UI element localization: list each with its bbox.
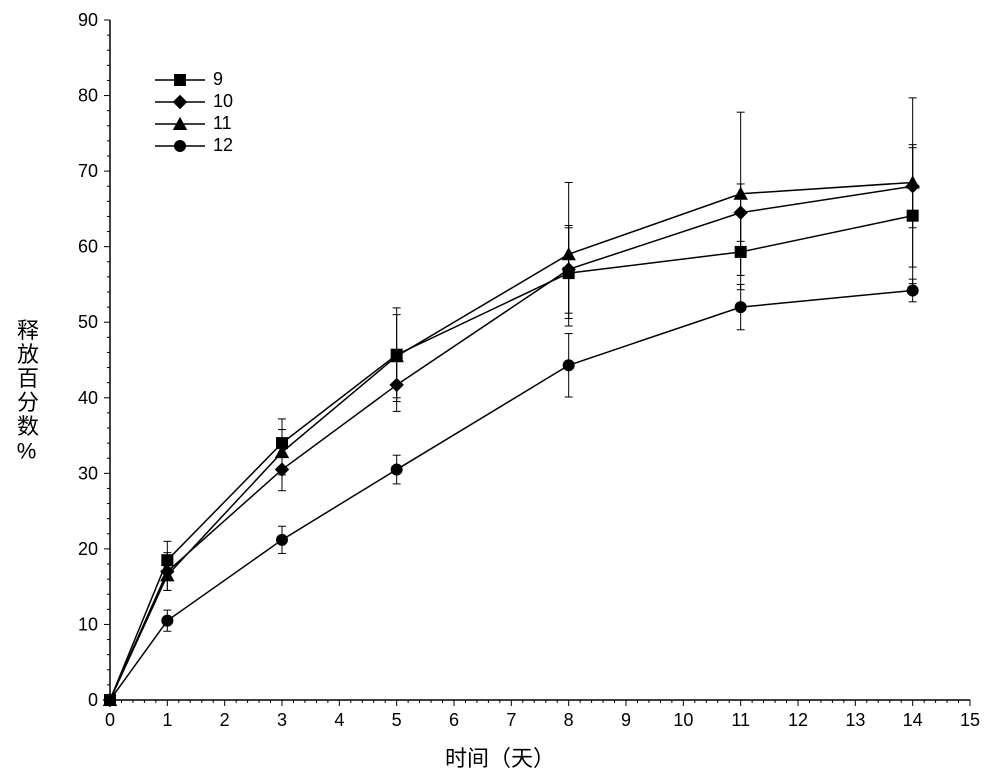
svg-text:9: 9 (621, 710, 631, 730)
svg-text:0: 0 (88, 690, 98, 710)
svg-text:0: 0 (105, 710, 115, 730)
svg-text:10: 10 (78, 614, 98, 634)
svg-text:4: 4 (334, 710, 344, 730)
svg-text:3: 3 (277, 710, 287, 730)
svg-text:14: 14 (903, 710, 923, 730)
svg-text:11: 11 (731, 710, 750, 730)
svg-text:60: 60 (78, 237, 98, 257)
chart-svg: 0123456789101112131415010203040506070809… (0, 0, 1000, 783)
svg-text:8: 8 (564, 710, 574, 730)
svg-text:10: 10 (213, 91, 233, 111)
svg-text:11: 11 (213, 113, 232, 133)
svg-text:12: 12 (213, 135, 233, 155)
svg-text:30: 30 (78, 463, 98, 483)
x-axis-label: 时间（天） (445, 741, 555, 773)
chart-container: 释放百分数% 时间（天） 012345678910111213141501020… (0, 0, 1000, 783)
svg-text:9: 9 (213, 69, 223, 89)
svg-text:20: 20 (78, 539, 98, 559)
y-axis-label: 释放百分数% (10, 318, 42, 465)
svg-text:50: 50 (78, 312, 98, 332)
svg-text:2: 2 (220, 710, 230, 730)
svg-text:80: 80 (78, 86, 98, 106)
svg-text:13: 13 (845, 710, 865, 730)
svg-text:10: 10 (673, 710, 693, 730)
svg-text:6: 6 (449, 710, 459, 730)
svg-text:15: 15 (960, 710, 980, 730)
svg-text:90: 90 (78, 10, 98, 30)
svg-text:40: 40 (78, 388, 98, 408)
svg-text:7: 7 (506, 710, 516, 730)
svg-text:12: 12 (788, 710, 808, 730)
svg-text:70: 70 (78, 161, 98, 181)
svg-text:1: 1 (162, 710, 172, 730)
svg-text:5: 5 (392, 710, 402, 730)
